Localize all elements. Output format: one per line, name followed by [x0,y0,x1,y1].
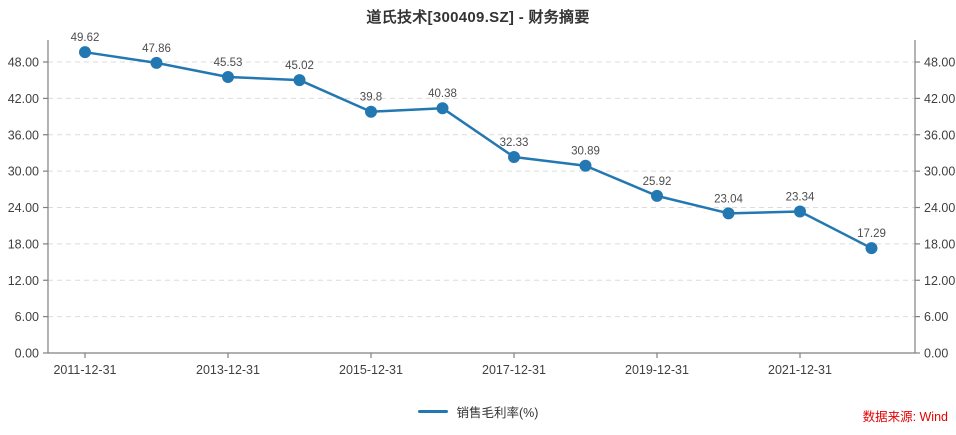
y-axis-right-label: 0.00 [924,347,948,361]
data-point-label: 23.04 [714,193,743,205]
y-axis-right-label: 42.00 [924,92,955,106]
x-axis-label: 2017-12-31 [482,363,546,377]
y-axis-right-label: 48.00 [924,56,955,70]
y-axis-right-label: 36.00 [924,128,955,142]
data-point [365,105,377,118]
y-axis-right-label: 30.00 [924,165,955,179]
y-axis-left-label: 36.00 [8,128,39,142]
x-axis-label: 2011-12-31 [53,363,116,377]
data-point [579,159,592,172]
y-axis-left-label: 18.00 [8,237,39,251]
data-point-label: 40.38 [428,88,457,100]
data-point [865,242,878,255]
data-point [150,56,163,69]
series-line [83,50,873,250]
y-axis-right-label: 12.00 [924,274,955,288]
y-axis-right-label: 18.00 [924,237,955,251]
y-axis-left-label: 6.00 [15,310,39,324]
y-axis-left-label: 42.00 [8,92,39,106]
data-point-label: 39.8 [360,92,382,104]
x-axis-label: 2013-12-31 [196,363,260,377]
x-axis-label: 2021-12-31 [768,363,832,377]
data-source-label: 数据来源: Wind [862,410,948,424]
data-point-label: 25.92 [643,176,672,188]
y-axis-left-label: 0.00 [15,347,39,361]
x-axis-label: 2015-12-31 [339,363,403,377]
legend: 销售毛利率(%) [0,402,956,421]
y-axis-left-label: 30.00 [8,165,39,179]
data-point-label: 17.29 [857,228,886,240]
data-point-label: 23.34 [786,192,815,204]
data-point [651,189,663,202]
data-point [79,46,91,59]
data-point [508,151,520,164]
y-axis-left-label: 12.00 [8,274,39,288]
data-point-label: 30.89 [571,146,600,158]
line-chart-svg: 0.00 0.00 6.00 6.00 12.00 12.00 18.00 18.00 24.0… [8,32,956,377]
data-point-label: 49.62 [71,32,100,44]
y-axis-left-label: 24.00 [8,201,39,215]
legend-series-label: 销售毛利率(%) [456,406,539,420]
chart-title: 道氏技术[300409.SZ] - 财务摘要 [366,9,590,26]
data-point [436,102,449,115]
data-point [722,207,735,220]
data-point [222,70,234,83]
x-axis-label: 2019-12-31 [625,363,689,377]
y-axis-left-label: 48.00 [8,56,39,70]
data-point [293,74,306,87]
y-axis-right-label: 24.00 [924,201,955,215]
data-point-label: 45.02 [285,60,314,72]
data-point-label: 45.53 [214,57,243,69]
legend-line-swatch [417,410,448,413]
data-point [794,205,806,218]
data-point-label: 32.33 [500,137,529,149]
y-axis-right-label: 6.00 [924,310,948,324]
data-point-label: 47.86 [142,43,171,55]
